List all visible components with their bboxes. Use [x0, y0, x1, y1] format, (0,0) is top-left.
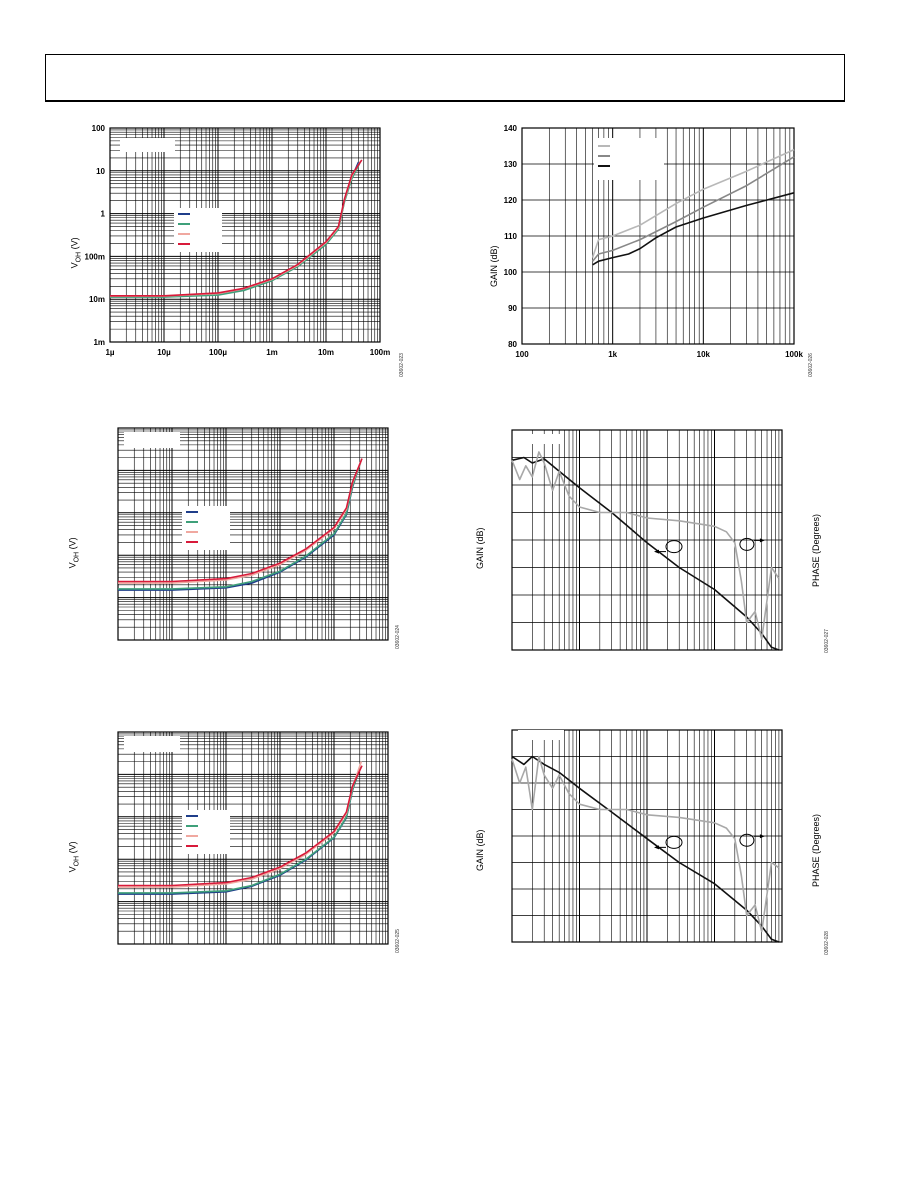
- phase-arrowhead: [759, 834, 765, 839]
- y-axis-label-right-phase-1: PHASE (Degrees): [811, 513, 821, 587]
- series-line-phase: [511, 451, 780, 640]
- series-line-3: [110, 159, 363, 297]
- annotation-box: [120, 138, 175, 152]
- y-axis-label-gain-phase-2: GAIN (dB): [475, 829, 485, 871]
- phase-arrowhead: [759, 538, 765, 543]
- figure-gain-1: 100 1k 10k 100k 140 130 120 110 100 90 80 GAIN (dB…: [480, 118, 840, 378]
- x-tick-label: 1µ: [105, 348, 114, 357]
- plot-frame: [117, 731, 389, 945]
- chart-gain-1: 100 1k 10k 100k 140 130 120 110 100 90 80: [504, 124, 804, 359]
- y-axis-label-voh-1: VOH (V): [69, 237, 83, 269]
- y-axis-label-voh-2: VOH (V): [67, 537, 81, 569]
- x-tick-label: 1k: [608, 350, 617, 359]
- y-tick-label: 120: [504, 196, 518, 205]
- y-axis-label-voh-3: VOH (V): [67, 841, 81, 873]
- y-tick-label: 100: [92, 124, 106, 133]
- series-line-gain: [511, 755, 780, 943]
- series-line-2: [592, 192, 795, 266]
- plot-frame: [511, 429, 783, 651]
- y-tick-label: 90: [508, 304, 517, 313]
- annotation-box: [518, 730, 564, 740]
- plot-frame: [109, 127, 381, 343]
- gain-curve-marker: [665, 835, 683, 849]
- annotation-box: [518, 434, 564, 444]
- series-line-1: [591, 156, 795, 262]
- y-tick-label: 1: [101, 210, 106, 219]
- y-axis-label-gain-phase-1: GAIN (dB): [475, 527, 485, 569]
- series-line-2: [118, 761, 363, 888]
- chart-voh-2: [117, 427, 389, 641]
- chart-gain-phase-1: [511, 429, 783, 651]
- figure-id-gain-phase-2: 03602-028: [824, 931, 830, 955]
- y-tick-label: 100: [504, 268, 518, 277]
- gain-arrowhead: [654, 845, 659, 850]
- y-tick-label: 140: [504, 124, 518, 133]
- series-line-phase: [511, 755, 780, 933]
- series-line-3: [118, 765, 363, 887]
- x-tick-label: 10µ: [157, 348, 171, 357]
- figure-id-voh-1: 03602-023: [399, 353, 405, 377]
- x-tick-label: 10k: [697, 350, 711, 359]
- plot-frame: [521, 127, 795, 345]
- y-axis-label-right-phase-2: PHASE (Degrees): [811, 813, 821, 887]
- plot-frame: [117, 427, 389, 641]
- figure-voh-3: VOH (V) 03602-025: [60, 724, 420, 964]
- x-tick-label: 100: [515, 350, 529, 359]
- figure-id-gain-phase-1: 03602-027: [824, 629, 830, 653]
- x-tick-label: 100m: [370, 348, 390, 357]
- y-tick-label: 130: [504, 160, 518, 169]
- annotation-box: [124, 432, 180, 448]
- chart-gain-phase-2: [511, 729, 783, 943]
- gain-arrowhead: [654, 549, 659, 554]
- chart-voh-1: 1µ 10µ 100µ 1m 10m 100m 100 10 1 100m 10m 1m: [85, 124, 391, 357]
- figure-voh-2: VOH (V) 03602-024: [60, 420, 420, 660]
- figure-id-voh-2: 03602-024: [395, 625, 401, 649]
- gain-curve-marker: [665, 540, 683, 554]
- series-line-1: [118, 462, 362, 590]
- phase-curve-marker: [739, 537, 755, 551]
- y-tick-label: 1m: [93, 338, 105, 347]
- y-axis-label-gain-1: GAIN (dB): [489, 245, 499, 287]
- figure-voh-1: 1µ 10µ 100µ 1m 10m 100m 100 10 1 100m 10m 1m VOH (V…: [60, 118, 420, 378]
- annotation-box: [124, 736, 180, 752]
- page-header-box: [45, 54, 845, 102]
- series-line-3: [118, 458, 363, 583]
- figure-gain-phase-2: GAIN (dB) PHASE (Degrees) 03602-028: [475, 724, 860, 964]
- series-line-1: [118, 766, 362, 894]
- y-tick-label: 100m: [85, 252, 105, 261]
- x-tick-label: 1m: [266, 348, 278, 357]
- y-tick-label: 10: [96, 167, 105, 176]
- figure-gain-phase-1: GAIN (dB) PHASE (Degrees) 03602-027: [475, 420, 860, 660]
- x-tick-label: 100µ: [209, 348, 227, 357]
- x-tick-label: 100k: [785, 350, 803, 359]
- series-line-0: [591, 148, 795, 258]
- y-tick-label: 10m: [89, 295, 105, 304]
- plot-frame: [511, 729, 783, 943]
- phase-curve-marker: [739, 833, 755, 847]
- chart-voh-3: [117, 731, 389, 945]
- y-tick-label: 110: [504, 232, 517, 241]
- figure-id-gain-1: 03602-026: [808, 353, 814, 377]
- y-tick-label: 80: [508, 340, 517, 349]
- x-tick-label: 10m: [318, 348, 334, 357]
- figure-id-voh-3: 03602-025: [395, 929, 401, 953]
